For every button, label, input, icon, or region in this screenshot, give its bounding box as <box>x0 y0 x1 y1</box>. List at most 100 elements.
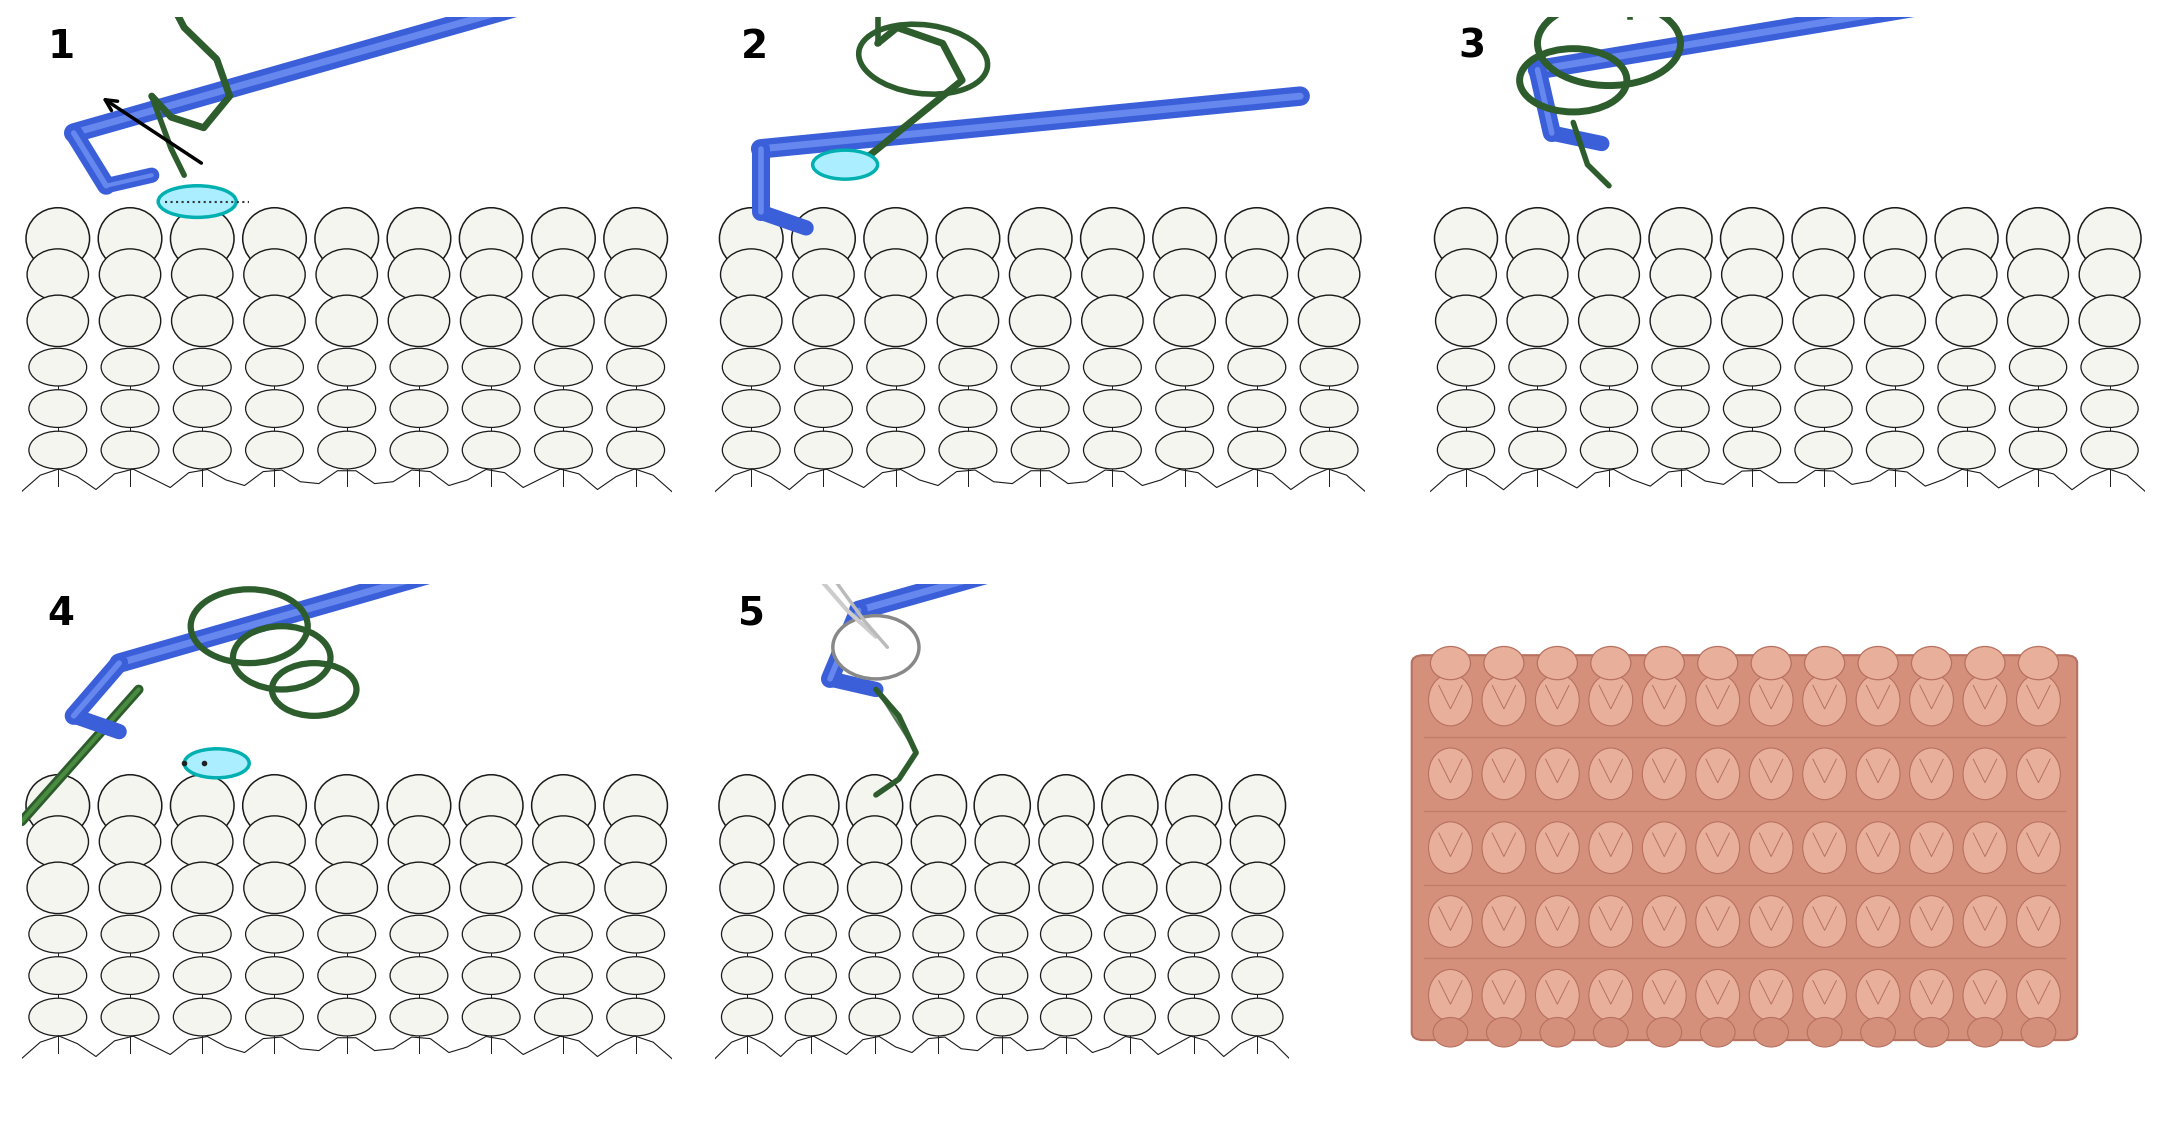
Ellipse shape <box>1153 248 1216 301</box>
Ellipse shape <box>388 775 451 837</box>
Ellipse shape <box>1580 390 1638 428</box>
Ellipse shape <box>1231 815 1285 868</box>
Ellipse shape <box>533 248 594 301</box>
Ellipse shape <box>1166 815 1220 868</box>
Ellipse shape <box>1866 348 1924 386</box>
Ellipse shape <box>912 815 966 868</box>
FancyBboxPatch shape <box>1411 655 2078 1040</box>
Ellipse shape <box>26 775 89 837</box>
Ellipse shape <box>1155 348 1214 386</box>
Ellipse shape <box>1168 915 1220 953</box>
Ellipse shape <box>1937 390 1996 428</box>
Ellipse shape <box>462 815 522 868</box>
Ellipse shape <box>1103 815 1157 868</box>
Ellipse shape <box>2007 295 2069 347</box>
Ellipse shape <box>1803 970 1846 1021</box>
Ellipse shape <box>1428 822 1471 873</box>
Ellipse shape <box>1645 646 1684 679</box>
Ellipse shape <box>791 208 856 270</box>
Ellipse shape <box>782 775 839 837</box>
Ellipse shape <box>462 248 522 301</box>
Ellipse shape <box>1155 431 1214 469</box>
Ellipse shape <box>938 348 997 386</box>
Ellipse shape <box>28 431 87 469</box>
Ellipse shape <box>1643 748 1686 799</box>
Ellipse shape <box>173 998 232 1036</box>
Ellipse shape <box>245 431 303 469</box>
Ellipse shape <box>316 815 377 868</box>
Ellipse shape <box>1536 748 1580 799</box>
Ellipse shape <box>245 998 303 1036</box>
Ellipse shape <box>245 862 306 914</box>
Ellipse shape <box>1792 295 1855 347</box>
Ellipse shape <box>1040 915 1092 953</box>
Polygon shape <box>875 689 917 753</box>
Ellipse shape <box>184 748 249 778</box>
Ellipse shape <box>2080 431 2139 469</box>
Ellipse shape <box>1913 1017 1948 1047</box>
Ellipse shape <box>847 862 901 914</box>
Ellipse shape <box>1298 295 1361 347</box>
Ellipse shape <box>533 295 594 347</box>
Ellipse shape <box>1428 970 1471 1021</box>
Ellipse shape <box>849 915 899 953</box>
Ellipse shape <box>1588 970 1632 1021</box>
Ellipse shape <box>535 390 592 428</box>
Ellipse shape <box>459 775 522 837</box>
Ellipse shape <box>1101 775 1157 837</box>
Ellipse shape <box>1012 348 1068 386</box>
Ellipse shape <box>171 295 234 347</box>
Ellipse shape <box>1588 822 1632 873</box>
Ellipse shape <box>1536 970 1580 1021</box>
Ellipse shape <box>607 998 665 1036</box>
Ellipse shape <box>2017 970 2061 1021</box>
Ellipse shape <box>722 957 771 995</box>
Ellipse shape <box>1300 390 1359 428</box>
Ellipse shape <box>100 248 160 301</box>
Ellipse shape <box>719 775 776 837</box>
Ellipse shape <box>1749 748 1792 799</box>
Ellipse shape <box>1749 822 1792 873</box>
Ellipse shape <box>1588 896 1632 947</box>
Ellipse shape <box>98 775 163 837</box>
Ellipse shape <box>1081 208 1144 270</box>
Ellipse shape <box>1937 431 1996 469</box>
Ellipse shape <box>314 775 379 837</box>
Ellipse shape <box>390 348 449 386</box>
Ellipse shape <box>912 862 966 914</box>
Ellipse shape <box>1506 248 1569 301</box>
Ellipse shape <box>719 295 782 347</box>
Ellipse shape <box>607 915 665 953</box>
Ellipse shape <box>719 248 782 301</box>
Ellipse shape <box>314 208 379 270</box>
Ellipse shape <box>1909 675 1952 726</box>
Ellipse shape <box>2078 248 2141 301</box>
Ellipse shape <box>28 348 87 386</box>
Ellipse shape <box>462 390 520 428</box>
Ellipse shape <box>975 862 1029 914</box>
Ellipse shape <box>912 915 964 953</box>
Ellipse shape <box>1697 822 1740 873</box>
Ellipse shape <box>1227 248 1287 301</box>
Ellipse shape <box>1008 208 1073 270</box>
Ellipse shape <box>1697 970 1740 1021</box>
Ellipse shape <box>1432 1017 1467 1047</box>
Ellipse shape <box>100 815 160 868</box>
Ellipse shape <box>1482 822 1526 873</box>
Ellipse shape <box>1012 390 1068 428</box>
Ellipse shape <box>1803 675 1846 726</box>
Text: 2: 2 <box>741 27 769 66</box>
Text: 3: 3 <box>1458 27 1487 66</box>
Ellipse shape <box>1723 348 1781 386</box>
Ellipse shape <box>1224 208 1289 270</box>
Ellipse shape <box>28 915 87 953</box>
Ellipse shape <box>2009 348 2067 386</box>
Ellipse shape <box>535 915 592 953</box>
Ellipse shape <box>1437 390 1495 428</box>
Ellipse shape <box>1963 970 2007 1021</box>
Ellipse shape <box>938 390 997 428</box>
Ellipse shape <box>173 348 232 386</box>
Ellipse shape <box>1536 646 1578 679</box>
Ellipse shape <box>98 208 163 270</box>
Ellipse shape <box>1166 775 1222 837</box>
